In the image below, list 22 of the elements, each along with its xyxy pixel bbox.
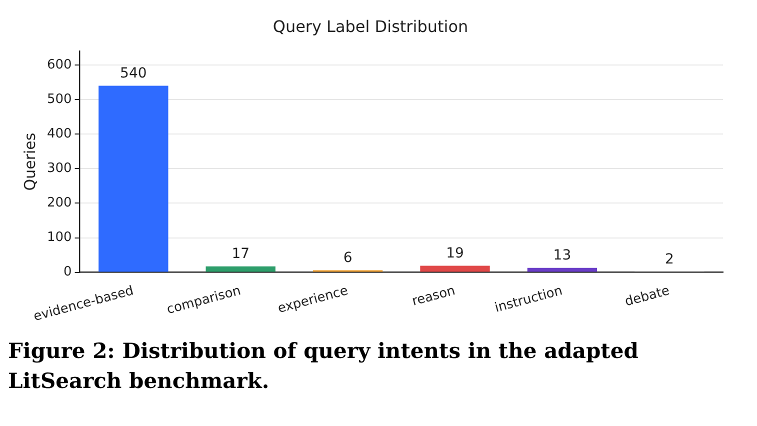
y-tick-label: 600 <box>46 57 72 72</box>
data-label: 13 <box>553 247 572 264</box>
data-label: 17 <box>232 246 250 262</box>
y-tick-label: 200 <box>46 196 72 211</box>
bar <box>527 268 598 272</box>
x-tick-label: reason <box>410 283 457 310</box>
caption: Figure 2: Distribution of query intents in the adapted LitSearch benchmark. <box>8 337 640 395</box>
data-label: 19 <box>446 245 464 262</box>
chart-title: Query Label Distribution <box>272 16 468 36</box>
bar <box>420 266 490 272</box>
data-label: 540 <box>120 65 147 82</box>
y-tick-label: 0 <box>64 264 72 280</box>
bar <box>206 266 276 272</box>
y-tick-label: 300 <box>46 161 72 176</box>
y-axis-title: Queries <box>20 132 39 191</box>
x-tick-label: debate <box>623 283 672 310</box>
data-label: 2 <box>664 251 674 268</box>
y-tick-label: 100 <box>46 230 72 246</box>
data-label: 6 <box>343 250 352 266</box>
y-tick-label: 400 <box>46 126 72 142</box>
y-tick-label: 500 <box>46 92 72 107</box>
bar <box>98 86 168 272</box>
